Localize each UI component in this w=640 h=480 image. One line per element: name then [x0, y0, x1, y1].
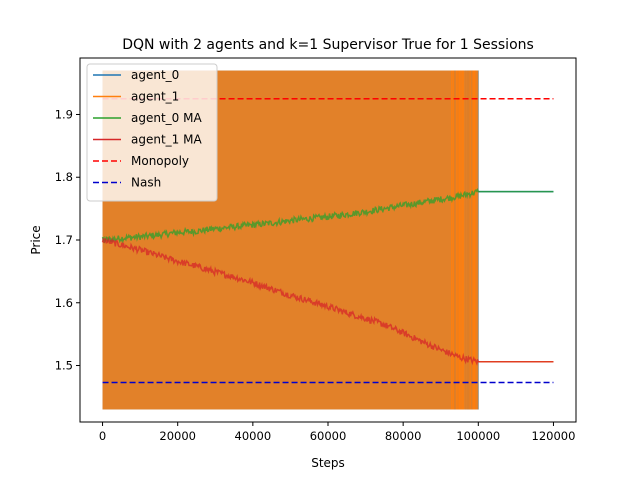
y-tick-label: 1.5 [55, 359, 73, 373]
legend-label: Nash [131, 176, 161, 190]
series-agent_1 [102, 70, 554, 410]
legend-item: agent_1 [93, 90, 179, 104]
legend-frame [86, 63, 218, 202]
y-axis-label: Price [29, 225, 43, 254]
legend-label: agent_0 [131, 68, 179, 82]
series-line [101, 187, 554, 244]
x-tick-label: 120000 [532, 429, 576, 443]
legend-item: agent_0 [93, 68, 179, 82]
chart-title: DQN with 2 agents and k=1 Supervisor Tru… [122, 37, 534, 53]
y-tick-label: 1.6 [55, 296, 73, 310]
x-tick-label: 100000 [456, 429, 500, 443]
legend-item: Monopoly [93, 154, 189, 168]
series-agent_1-ma [101, 236, 554, 366]
y-tick-label: 1.8 [55, 170, 73, 184]
plot-area [101, 70, 554, 410]
legend-item: agent_1 MA [93, 133, 202, 147]
legend-item: agent_0 MA [93, 111, 202, 125]
x-tick-label: 20000 [159, 429, 196, 443]
series-line [101, 236, 554, 366]
legend-label: agent_0 MA [131, 111, 202, 125]
x-axis-label: Steps [311, 456, 345, 470]
series-agent_0-ma [101, 187, 554, 244]
legend-item: Nash [93, 176, 161, 190]
legend-label: Monopoly [131, 154, 189, 168]
legend-label: agent_1 [131, 90, 179, 104]
x-tick-label: 80000 [385, 429, 422, 443]
axis-ticks: 0 20000 40000 60000 80000 100000 120000 1.5 1.6 1… [55, 107, 576, 443]
x-tick-label: 40000 [235, 429, 272, 443]
legend: agent_0 agent_1 agent_0 MA agent_1 MA Monopo… [86, 63, 218, 202]
x-tick-label: 60000 [310, 429, 347, 443]
legend-label: agent_1 MA [131, 133, 202, 147]
y-tick-label: 1.9 [55, 107, 73, 121]
y-tick-label: 1.7 [55, 233, 73, 247]
x-tick-label: 0 [99, 429, 106, 443]
